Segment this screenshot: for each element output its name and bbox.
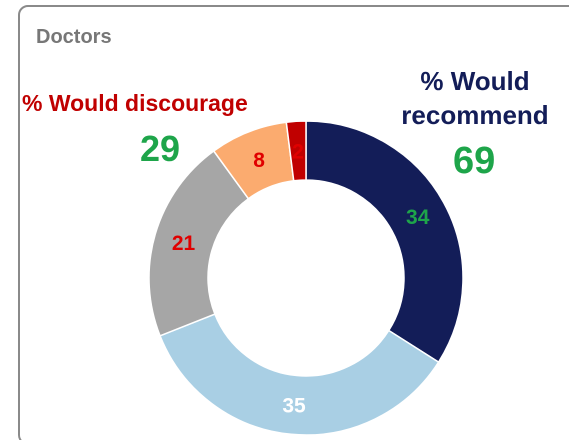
donut-segment <box>285 120 307 182</box>
annotation: 69 <box>453 140 496 182</box>
data-label: 34 <box>406 206 430 229</box>
data-label: 21 <box>172 232 196 255</box>
panel <box>18 5 569 440</box>
donut-segment <box>305 120 464 364</box>
data-label: 8 <box>253 149 265 172</box>
annotation: % Would discourage <box>22 90 248 116</box>
data-label: 35 <box>282 394 306 417</box>
donut-segment <box>159 313 440 436</box>
annotation: 29 <box>140 128 181 169</box>
annotation: % Would recommend <box>401 66 549 130</box>
data-label: 2 <box>292 140 304 163</box>
chart-title: Doctors <box>36 26 112 48</box>
